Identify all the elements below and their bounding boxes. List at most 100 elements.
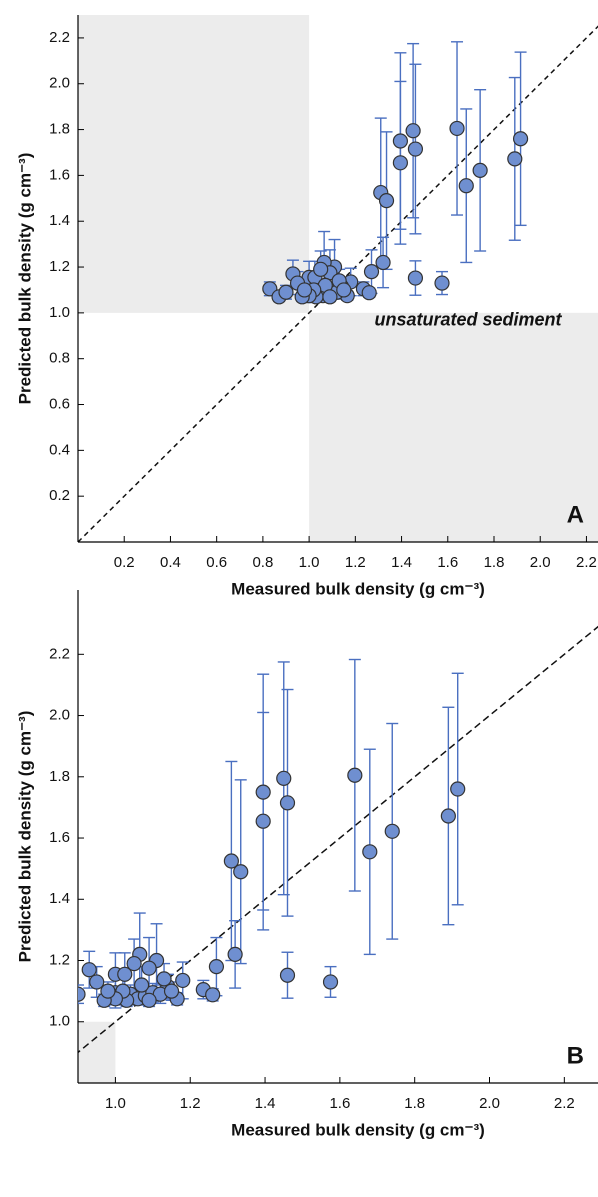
point (133, 977, 150, 993)
shaded-region (78, 15, 310, 313)
point (450, 781, 466, 797)
point (126, 955, 142, 972)
y-tick-label: 0.6 (49, 395, 70, 412)
y-tick-label: 1.6 (49, 166, 70, 183)
point (89, 974, 105, 990)
point (472, 162, 488, 178)
point (227, 946, 243, 962)
x-tick-label: 1.8 (404, 1095, 425, 1112)
point (60, 993, 74, 1007)
points (262, 41, 529, 305)
point (512, 131, 529, 147)
x-tick-label: 2.0 (530, 554, 551, 571)
error-bar (61, 994, 73, 1006)
plot-area (78, 625, 598, 1083)
x-tick-label: 2.0 (479, 1095, 500, 1112)
point (233, 864, 249, 880)
point (458, 178, 474, 194)
point (363, 264, 380, 280)
one-to-one-line (78, 625, 598, 1054)
y-tick-label: 2.0 (49, 707, 70, 724)
point (255, 813, 271, 829)
point (278, 284, 294, 300)
point (156, 971, 172, 987)
point (279, 967, 296, 983)
y-tick-label: 0.4 (49, 441, 70, 458)
x-tick-label: 1.2 (345, 554, 366, 571)
point (296, 282, 313, 298)
point (141, 992, 157, 1008)
y-tick-label: 0.2 (49, 487, 70, 504)
shaded-region (309, 312, 598, 542)
point (81, 962, 97, 978)
x-tick-label: 1.0 (105, 1095, 126, 1112)
x-axis-title: Measured bulk density (g cm⁻³) (231, 579, 485, 598)
y-tick-label: 1.2 (49, 951, 70, 968)
point (208, 959, 225, 975)
shaded-region (78, 1021, 116, 1083)
point (313, 261, 329, 277)
point (223, 853, 239, 869)
point (440, 808, 456, 824)
x-tick-label: 0.4 (160, 554, 181, 571)
point (336, 282, 352, 298)
y-tick-label: 1.0 (49, 1013, 70, 1030)
x-tick-label: 1.4 (391, 554, 412, 571)
x-tick-label: 0.2 (114, 554, 135, 571)
point (255, 784, 271, 800)
y-axis-title: Predicted bulk density (g cm⁻³) (15, 711, 34, 963)
point (322, 289, 338, 305)
x-tick-label: 0.8 (252, 554, 273, 571)
point (362, 844, 378, 860)
panel-label: B (567, 1042, 584, 1069)
point (347, 767, 363, 783)
point (407, 270, 424, 286)
panel-label: A (567, 501, 584, 528)
error-bar (46, 980, 58, 998)
point (141, 960, 157, 976)
x-tick-label: 1.8 (484, 554, 505, 571)
point (117, 966, 133, 982)
plot-area (78, 15, 598, 542)
point (384, 823, 400, 839)
y-tick-label: 1.8 (49, 121, 70, 138)
y-tick-label: 1.4 (49, 212, 70, 229)
point (434, 275, 450, 291)
point (405, 123, 421, 139)
y-tick-label: 0.8 (49, 350, 70, 367)
point (322, 974, 339, 990)
x-tick-label: 1.0 (299, 554, 320, 571)
y-axis-title: Predicted bulk density (g cm⁻³) (15, 153, 34, 405)
x-tick-label: 0.6 (206, 554, 227, 571)
point (392, 133, 408, 149)
point (175, 972, 191, 989)
y-tick-label: 2.0 (49, 75, 70, 92)
point (45, 983, 59, 997)
y-tick-label: 2.2 (49, 645, 70, 662)
point (375, 254, 391, 271)
y-tick-label: 1.4 (49, 890, 70, 907)
point (78, 986, 86, 1002)
annotation: unsaturated sediment (374, 309, 562, 329)
point (449, 120, 465, 137)
x-tick-label: 2.2 (554, 1095, 575, 1112)
point (279, 795, 296, 811)
point (407, 141, 424, 157)
x-tick-label: 1.6 (329, 1095, 350, 1112)
x-axis-title: Measured bulk density (g cm⁻³) (231, 1120, 485, 1139)
point (392, 155, 408, 171)
point (507, 151, 523, 167)
y-tick-label: 1.6 (49, 829, 70, 846)
error-bar (78, 984, 84, 1005)
point (361, 285, 377, 301)
points (45, 658, 466, 1009)
x-tick-label: 1.2 (180, 1095, 201, 1112)
x-tick-label: 1.4 (255, 1095, 276, 1112)
y-tick-label: 1.0 (49, 304, 70, 321)
x-tick-label: 1.6 (437, 554, 458, 571)
point (276, 770, 292, 786)
y-tick-label: 1.2 (49, 258, 70, 275)
y-tick-label: 1.8 (49, 768, 70, 785)
x-tick-label: 2.2 (576, 554, 597, 571)
